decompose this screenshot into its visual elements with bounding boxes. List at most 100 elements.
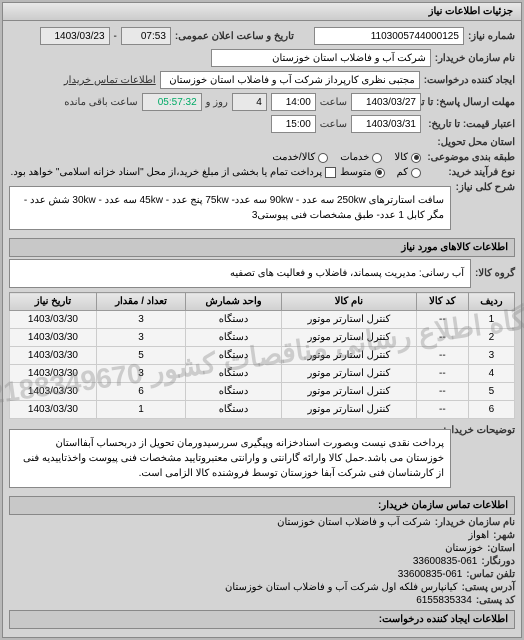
pay-radio-group: کم متوسط bbox=[340, 167, 421, 178]
deliver-label: استان محل تحویل: bbox=[437, 137, 515, 148]
table-cell: -- bbox=[416, 383, 468, 401]
price-date: 1403/03/31 bbox=[351, 115, 421, 133]
creator-row: ایجاد کننده درخواست: مجتبی نظری کارپرداز… bbox=[9, 71, 515, 89]
footer-city-label: شهر: bbox=[493, 530, 515, 541]
table-cell: 3 bbox=[468, 347, 514, 365]
table-cell: دستگاه bbox=[186, 401, 282, 419]
buyer-note-label: توضیحات خریدار: bbox=[455, 425, 515, 436]
table-header: ردیف bbox=[468, 293, 514, 311]
table-cell: 1 bbox=[96, 401, 185, 419]
table-header: نام کالا bbox=[281, 293, 416, 311]
footer-post: 6155835334 bbox=[416, 595, 472, 606]
footer-header: اطلاعات تماس سازمان خریدار: bbox=[9, 496, 515, 515]
send-date: 1403/03/27 bbox=[351, 93, 421, 111]
group-label: گروه کالا: bbox=[475, 268, 515, 279]
deadline-send-row: مهلت ارسال پاسخ: تا تاریخ: 1403/03/27 سا… bbox=[9, 93, 515, 111]
table-cell: 5 bbox=[96, 347, 185, 365]
table-row[interactable]: 1--کنترل استارتر موتوردستگاه31403/03/30 bbox=[10, 311, 515, 329]
table-cell: 1403/03/30 bbox=[10, 401, 97, 419]
contact-link[interactable]: اطلاعات تماس خریدار bbox=[64, 75, 156, 86]
group-text: آب رسانی: مدیریت پسماند، فاضلاب و فعالیت… bbox=[9, 259, 471, 288]
table-cell: 1 bbox=[468, 311, 514, 329]
desc-label: شرح کلی نیاز: bbox=[455, 182, 515, 193]
table-cell: 5 bbox=[468, 383, 514, 401]
pack-label: طبقه بندی موضوعی: bbox=[425, 152, 515, 163]
buyer-org-label: نام سازمان خریدار: bbox=[435, 53, 515, 64]
group-row: گروه کالا: آب رسانی: مدیریت پسماند، فاضل… bbox=[9, 259, 515, 288]
category-radio-group: کالا خدمات کالا/خدمت bbox=[272, 152, 421, 163]
footer-post-label: کد پستی: bbox=[476, 595, 515, 606]
buyer-org-field: شرکت آب و فاضلاب استان خوزستان bbox=[211, 49, 431, 67]
table-cell: 1403/03/30 bbox=[10, 329, 97, 347]
table-cell: 3 bbox=[96, 329, 185, 347]
table-header: تعداد / مقدار bbox=[96, 293, 185, 311]
price-time: 15:00 bbox=[271, 115, 316, 133]
table-cell: 3 bbox=[96, 365, 185, 383]
remain-suffix: ساعت باقی مانده bbox=[64, 97, 137, 108]
send-time-label: ساعت bbox=[320, 97, 347, 108]
table-cell: کنترل استارتر موتور bbox=[281, 365, 416, 383]
radio-dot-icon bbox=[372, 153, 382, 163]
top-row-1: شماره نیاز: 1103005744000125 تاریخ و ساع… bbox=[9, 27, 515, 49]
remain-days-label: روز و bbox=[206, 97, 228, 108]
table-cell: 1403/03/30 bbox=[10, 383, 97, 401]
table-row[interactable]: 3--کنترل استارتر موتوردستگاه51403/03/30 bbox=[10, 347, 515, 365]
creator-label: ایجاد کننده درخواست: bbox=[424, 75, 515, 86]
table-cell: کنترل استارتر موتور bbox=[281, 311, 416, 329]
table-row[interactable]: 6--کنترل استارتر موتوردستگاه11403/03/30 bbox=[10, 401, 515, 419]
remain-time: 05:57:32 bbox=[142, 93, 202, 111]
send-time: 14:00 bbox=[271, 93, 316, 111]
table-cell: -- bbox=[416, 311, 468, 329]
main-panel: جزئیات اطلاعات نیاز شماره نیاز: 11030057… bbox=[2, 2, 522, 638]
table-cell: 6 bbox=[96, 383, 185, 401]
table-cell: -- bbox=[416, 347, 468, 365]
table-cell: 3 bbox=[96, 311, 185, 329]
radio-med[interactable]: متوسط bbox=[340, 167, 384, 178]
table-cell: 2 bbox=[468, 329, 514, 347]
table-cell: 1403/03/30 bbox=[10, 347, 97, 365]
table-cell: 4 bbox=[468, 365, 514, 383]
footer-tel: 33600835-061 bbox=[413, 556, 478, 567]
table-cell: کنترل استارتر موتور bbox=[281, 401, 416, 419]
footer-addr: کیانپارس فلکه اول شرکت آب و فاضلاب استان… bbox=[225, 582, 458, 593]
pay-label: نوع فرآیند خرید: bbox=[425, 167, 515, 178]
panel-title: جزئیات اطلاعات نیاز bbox=[3, 3, 521, 21]
table-header: تاریخ نیاز bbox=[10, 293, 97, 311]
price-time-label: ساعت bbox=[320, 119, 347, 130]
buyer-note-text: پرداخت نقدی نیست وبصورت اسنادخزانه وپیگی… bbox=[9, 429, 451, 488]
desc-text: سافت استارترهای 250kw سه عدد - 90kw سه ع… bbox=[9, 186, 451, 230]
table-cell: کنترل استارتر موتور bbox=[281, 383, 416, 401]
table-cell: کنترل استارتر موتور bbox=[281, 329, 416, 347]
table-cell: 1403/03/30 bbox=[10, 365, 97, 383]
footer-tel-label: دورنگار: bbox=[481, 556, 515, 567]
footer-addr-label: آدرس پستی: bbox=[462, 582, 515, 593]
footer-province: خوزستان bbox=[445, 543, 483, 554]
table-row[interactable]: 4--کنترل استارتر موتوردستگاه31403/03/30 bbox=[10, 365, 515, 383]
creator-field: مجتبی نظری کارپرداز شرکت آب و فاضلاب است… bbox=[160, 71, 420, 89]
pay-checkbox[interactable]: پرداخت تمام یا بخشی از مبلغ خرید،از محل … bbox=[11, 167, 337, 178]
table-row[interactable]: 2--کنترل استارتر موتوردستگاه31403/03/30 bbox=[10, 329, 515, 347]
remain-days: 4 bbox=[232, 93, 267, 111]
category-row: طبقه بندی موضوعی: کالا خدمات کالا/خدمت bbox=[9, 152, 515, 163]
table-cell: دستگاه bbox=[186, 311, 282, 329]
announce-date: 1403/03/23 bbox=[40, 27, 110, 45]
table-cell: دستگاه bbox=[186, 365, 282, 383]
table-cell: -- bbox=[416, 329, 468, 347]
radio-dot-icon bbox=[411, 168, 421, 178]
radio-dot-icon bbox=[318, 153, 328, 163]
radio-khadamat[interactable]: خدمات bbox=[340, 152, 382, 163]
table-row[interactable]: 5--کنترل استارتر موتوردستگاه61403/03/30 bbox=[10, 383, 515, 401]
radio-kala[interactable]: کالا bbox=[394, 152, 421, 163]
announce-time: 07:53 bbox=[121, 27, 171, 45]
table-cell: 6 bbox=[468, 401, 514, 419]
footer-fax-label: تلفن تماس: bbox=[466, 569, 515, 580]
table-cell: 1403/03/30 bbox=[10, 311, 97, 329]
footer-province-label: استان: bbox=[487, 543, 515, 554]
table-header: واحد شمارش bbox=[186, 293, 282, 311]
radio-dot-icon bbox=[411, 153, 421, 163]
send-deadline-label: مهلت ارسال پاسخ: تا تاریخ: bbox=[425, 97, 515, 108]
radio-both[interactable]: کالا/خدمت bbox=[272, 152, 328, 163]
footer-city: اهواز bbox=[468, 530, 489, 541]
radio-low[interactable]: کم bbox=[397, 167, 421, 178]
items-section-header: اطلاعات کالاهای مورد نیاز bbox=[9, 238, 515, 257]
